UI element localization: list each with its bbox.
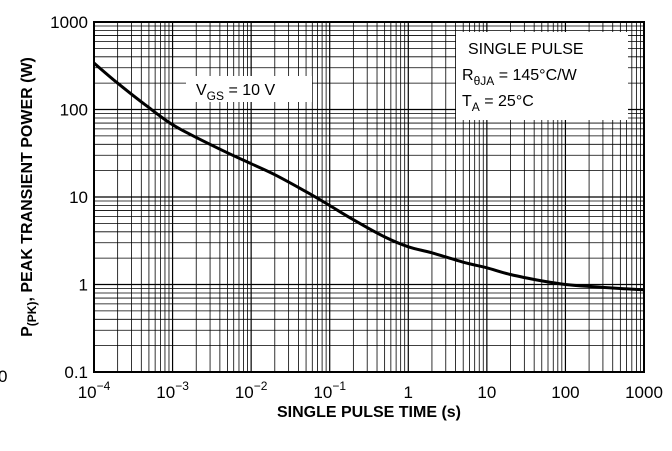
x-axis-title: SINGLE PULSE TIME (s) [277, 404, 461, 421]
x-tick-base: 10 [477, 383, 496, 402]
y-axis-title: P(PK), PEAK TRANSIENT POWER (W) [19, 57, 39, 337]
x-tick-base: 10 [313, 383, 332, 402]
x-tick-label: 10−1 [313, 379, 346, 402]
x-tick-base: 10 [78, 383, 97, 402]
info-box-bg [456, 32, 628, 120]
x-tick-base: 1000 [625, 383, 663, 402]
y-tick-label: 10 [69, 188, 88, 207]
x-tick-label: 10−2 [235, 379, 268, 402]
x-tick-base: 10 [235, 383, 254, 402]
y-axis-title-main: P [19, 326, 36, 337]
vgs-main: V [196, 82, 207, 99]
x-tick-label: 1000 [625, 383, 663, 402]
rtheta-main: R [462, 67, 474, 84]
stray-label: 0 [0, 367, 7, 386]
ta-sub: A [472, 100, 480, 114]
info-box-line2: RθJA = 145°C/W [462, 67, 578, 88]
y-tick-label: 1000 [50, 13, 88, 32]
x-tick-label: 10−3 [156, 379, 189, 402]
plot-frame [93, 21, 645, 373]
x-tick-base: 100 [551, 383, 579, 402]
x-tick-exp: −3 [175, 379, 189, 393]
y-tick-label: 1 [79, 276, 88, 295]
x-tick-labels: 10−4 10−3 10−2 10−1 1 10 100 1000 [78, 379, 663, 402]
x-tick-label: 10−4 [78, 379, 111, 402]
series-line-0 [93, 61, 645, 292]
rtheta-rest: = 145°C/W [494, 67, 577, 84]
y-tick-label: 0.1 [64, 363, 88, 382]
series-layer [93, 61, 645, 292]
x-tick-label: 1 [404, 383, 413, 402]
rtheta-sub: θJA [474, 74, 495, 88]
info-box-line3: TA = 25°C [462, 93, 534, 114]
x-tick-exp: −1 [332, 379, 346, 393]
x-tick-exp: −2 [254, 379, 268, 393]
y-axis-title-sub: (PK) [25, 302, 39, 327]
y-tick-label: 100 [60, 101, 88, 120]
x-tick-label: 10 [477, 383, 496, 402]
x-tick-base: 1 [404, 383, 413, 402]
vgs-rest: = 10 V [224, 82, 275, 99]
vgs-sub: GS [207, 89, 224, 103]
ta-rest: = 25°C [480, 93, 534, 110]
y-tick-labels: 0.1 1 10 100 1000 [50, 13, 88, 382]
x-tick-exp: −4 [97, 379, 111, 393]
x-tick-base: 10 [156, 383, 175, 402]
x-tick-label: 100 [551, 383, 579, 402]
y-axis-title-rest: , PEAK TRANSIENT POWER (W) [19, 57, 36, 301]
vgs-annotation-bg [186, 76, 312, 102]
vgs-annotation: VGS = 10 V [196, 82, 275, 103]
info-box-line1: SINGLE PULSE [468, 41, 584, 58]
ta-main: T [462, 93, 472, 110]
